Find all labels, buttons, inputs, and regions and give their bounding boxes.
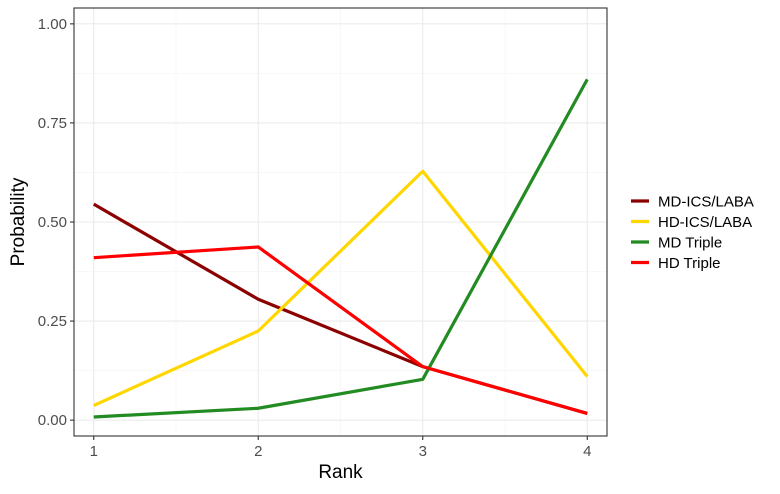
- legend-label: MD Triple: [658, 235, 722, 252]
- y-tick-label: 1.00: [38, 16, 67, 33]
- x-tick-label: 3: [419, 443, 427, 460]
- axis-ticks: [70, 23, 588, 440]
- grid: [74, 8, 607, 436]
- y-tick-label: 0.00: [38, 412, 67, 429]
- x-tick-labels: 1 2 3 4: [90, 443, 592, 460]
- legend: MD-ICS/LABA HD-ICS/LABA MD Triple HD Triple: [631, 194, 754, 272]
- legend-label: HD Triple: [658, 255, 721, 272]
- y-tick-labels: 0.00 0.25 0.50 0.75 1.00: [38, 16, 67, 429]
- legend-label: HD-ICS/LABA: [658, 214, 752, 231]
- x-axis-title: Rank: [318, 462, 363, 483]
- series-lines: [92, 78, 589, 419]
- series-line-hd-ics-laba: [93, 169, 589, 407]
- series-line-md-triple: [93, 78, 589, 419]
- x-tick-label: 4: [583, 443, 591, 460]
- series-line-hd-triple: [93, 245, 588, 415]
- y-axis-title: Probability: [8, 177, 29, 266]
- x-tick-label: 1: [90, 443, 98, 460]
- y-tick-label: 0.50: [38, 214, 67, 231]
- y-tick-label: 0.75: [38, 115, 67, 132]
- y-tick-label: 0.25: [38, 313, 67, 330]
- legend-label: MD-ICS/LABA: [658, 194, 754, 211]
- x-tick-label: 2: [254, 443, 262, 460]
